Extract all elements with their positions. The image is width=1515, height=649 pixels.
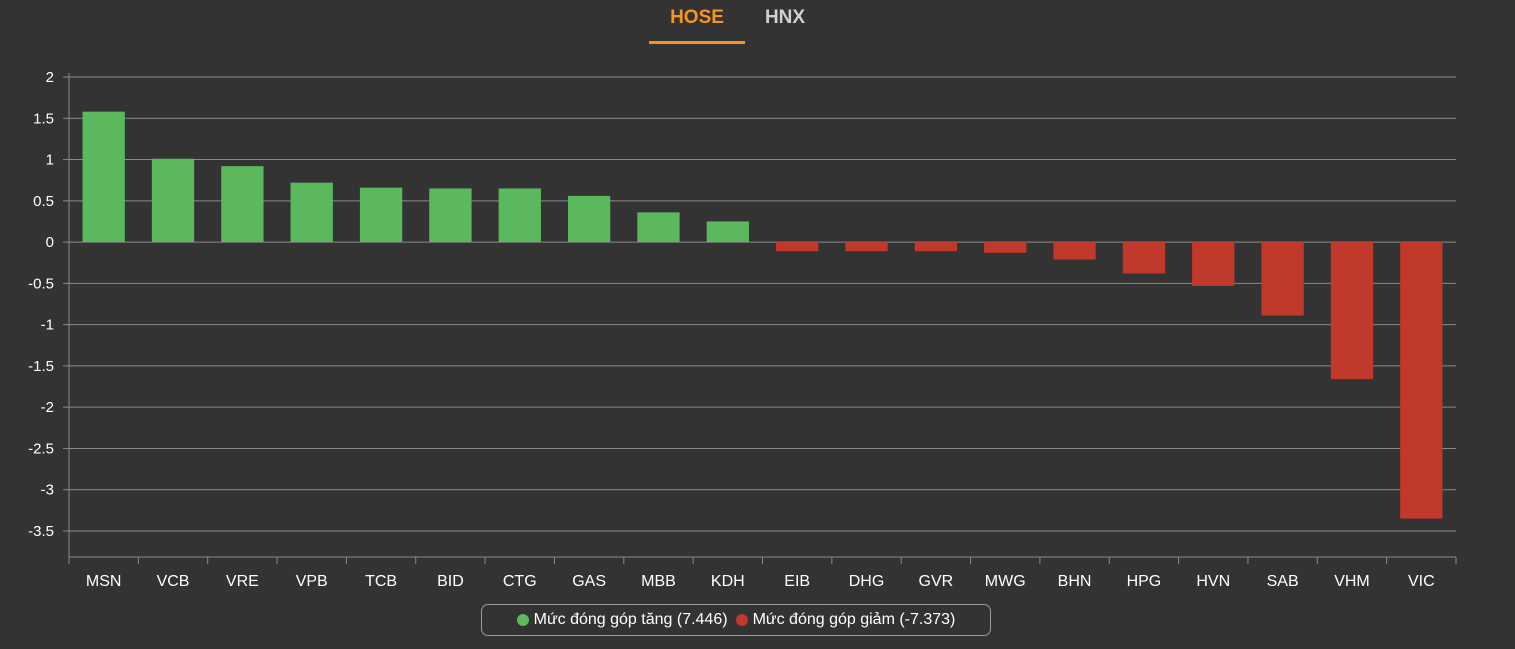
x-tick-label: VRE bbox=[226, 573, 259, 590]
exchange-tabs: HOSE HNX bbox=[0, 0, 1515, 44]
bar bbox=[1261, 242, 1304, 316]
increase-dot-icon bbox=[516, 614, 529, 626]
bar bbox=[1400, 242, 1443, 519]
bar bbox=[1053, 242, 1096, 260]
y-tick-label: -3.5 bbox=[28, 523, 54, 540]
bar bbox=[1330, 242, 1374, 380]
bar bbox=[82, 111, 125, 243]
legend-label-decrease: Mức đóng góp giảm (-7.373) bbox=[752, 611, 956, 628]
y-tick-label: 0.5 bbox=[33, 193, 54, 210]
chart-legend: Mức đóng góp tăng (7.446) Mức đóng góp g… bbox=[481, 604, 991, 636]
x-tick-label: DHG bbox=[849, 573, 885, 590]
bar bbox=[567, 195, 611, 243]
decrease-dot-icon bbox=[735, 614, 748, 626]
tab-hnx[interactable]: HNX bbox=[764, 7, 806, 28]
x-tick-label: HVN bbox=[1196, 573, 1230, 590]
y-tick-label: -1.5 bbox=[28, 358, 54, 375]
bar bbox=[984, 242, 1027, 253]
tab-hose[interactable]: HOSE bbox=[649, 0, 745, 44]
x-tick-label: SAB bbox=[1267, 573, 1299, 590]
y-tick-label: 1.5 bbox=[33, 110, 54, 127]
bar bbox=[637, 212, 680, 243]
x-tick-label: VCB bbox=[157, 573, 190, 590]
x-tick-label: MSN bbox=[86, 573, 122, 590]
x-tick-label: VHM bbox=[1334, 573, 1370, 590]
x-tick-label: VIC bbox=[1408, 573, 1435, 590]
bar bbox=[845, 242, 888, 252]
y-tick-label: -3 bbox=[41, 482, 54, 499]
y-tick-label: -1 bbox=[41, 317, 54, 334]
bar bbox=[1122, 242, 1166, 274]
x-tick-label: TCB bbox=[365, 573, 397, 590]
bar bbox=[776, 242, 819, 252]
bar bbox=[498, 188, 541, 243]
x-tick-label: MWG bbox=[985, 573, 1026, 590]
bar bbox=[359, 187, 403, 243]
bar bbox=[706, 221, 749, 243]
y-tick-label: 0 bbox=[46, 234, 54, 251]
contribution-bar-chart: 2 1.5 1 0.5 0 -0.5 -1 -1.5 -2 -2.5 -3 -3.5 MSN VCB VRE… bbox=[28, 69, 1457, 590]
x-tick-label: BHN bbox=[1058, 573, 1092, 590]
bar bbox=[914, 242, 958, 252]
bar bbox=[1192, 242, 1235, 286]
bar bbox=[151, 158, 195, 243]
y-tick-label: 1 bbox=[46, 152, 54, 169]
legend-label-increase: Mức đóng góp tăng (7.446) bbox=[533, 611, 728, 628]
x-tick-label: MBB bbox=[641, 573, 676, 590]
legend-item-decrease[interactable]: Mức đóng góp giảm (-7.373) bbox=[735, 611, 956, 629]
legend-item-increase[interactable]: Mức đóng góp tăng (7.446) bbox=[516, 611, 728, 629]
bar bbox=[290, 182, 333, 243]
x-tick-label: VPB bbox=[296, 573, 328, 590]
x-tick-label: GVR bbox=[919, 573, 954, 590]
x-tick-label: GAS bbox=[572, 573, 606, 590]
y-tick-label: -0.5 bbox=[28, 275, 54, 292]
x-tick-label: EIB bbox=[784, 573, 810, 590]
x-tick-label: CTG bbox=[503, 573, 537, 590]
x-tick-label: HPG bbox=[1127, 573, 1162, 590]
y-tick-label: -2 bbox=[41, 399, 54, 416]
bar bbox=[429, 188, 472, 243]
y-tick-label: 2 bbox=[46, 69, 54, 86]
bar bbox=[221, 166, 264, 243]
x-tick-label: KDH bbox=[711, 573, 745, 590]
x-tick-label: BID bbox=[437, 573, 464, 590]
y-tick-label: -2.5 bbox=[28, 440, 54, 457]
